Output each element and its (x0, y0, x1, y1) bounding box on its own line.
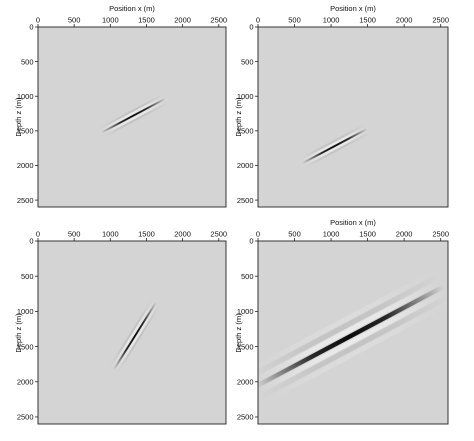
y-axis-title: Depth z (m) (234, 97, 243, 137)
x-axis-title: Position x (m) (330, 218, 376, 227)
y-tick-label: 500 (241, 272, 254, 281)
y-tick-label: 1500 (17, 127, 34, 136)
x-tick-label: 2500 (210, 16, 227, 25)
x-tick-label: 0 (256, 16, 260, 25)
y-tick-label: 500 (241, 57, 254, 66)
panel-bottom-right: Position x (m) Depth z (m) 0 500 1000 1500 2… (234, 218, 449, 425)
x-axis-title: Position x (m) (330, 4, 376, 13)
y-tick-label: 2000 (17, 377, 34, 386)
x-tick-label: 0 (36, 230, 40, 239)
x-tick-label: 2500 (210, 230, 227, 239)
x-tick-label: 1000 (102, 230, 119, 239)
event-sidelobe (108, 298, 153, 369)
x-tick-label: 1500 (359, 16, 376, 25)
x-tick-label: 1500 (138, 16, 155, 25)
plot-background (258, 27, 448, 207)
event-sidelobe (114, 302, 159, 372)
x-tick-label: 500 (68, 16, 81, 25)
plot-frame (37, 240, 227, 425)
x-tick-label: 2500 (432, 230, 449, 239)
plot-frame (37, 26, 227, 208)
event-sidelobe (300, 125, 367, 163)
x-axis-title: Position x (m) (109, 4, 155, 13)
event-sidelobe (258, 274, 440, 379)
event-sidelobe (99, 95, 166, 132)
y-tick-label: 1500 (17, 342, 34, 351)
plot-frame (257, 240, 449, 425)
event-sidelobe (261, 299, 448, 404)
y-tick-label: 2500 (17, 196, 34, 205)
x-tick-label: 1000 (102, 16, 119, 25)
y-tick-label: 2500 (237, 196, 254, 205)
x-tick-label: 2500 (432, 16, 449, 25)
x-tick-label: 500 (68, 230, 81, 239)
y-tick-label: 2000 (17, 161, 34, 170)
y-axis-title: Depth z (m) (14, 313, 23, 353)
x-tick-label: 1000 (323, 16, 340, 25)
y-tick-label: 2000 (237, 377, 254, 386)
event-sidelobe (101, 99, 168, 136)
x-tick-label: 0 (256, 230, 260, 239)
event-wavelet (100, 97, 167, 134)
event-sidelobe (258, 294, 448, 399)
x-tick-label: 500 (288, 16, 301, 25)
event-sidelobe (258, 289, 448, 394)
y-tick-label: 0 (249, 23, 253, 32)
panel-top-left: Position x (m) Depth z (m) 0 500 1000 1500 2… (14, 4, 227, 208)
x-tick-label: 1500 (138, 230, 155, 239)
x-tick-label: 2000 (174, 16, 191, 25)
y-tick-label: 0 (29, 237, 33, 246)
x-tick-label: 2000 (174, 230, 191, 239)
event-sidelobe (258, 279, 443, 384)
y-tick-label: 500 (21, 272, 34, 281)
x-tick-label: 2000 (396, 16, 413, 25)
y-tick-label: 2000 (237, 161, 254, 170)
event-sidelobe (302, 129, 370, 167)
x-tick-label: 2000 (396, 230, 413, 239)
event-sidelobe (258, 269, 438, 374)
plot-frame (257, 26, 449, 208)
y-tick-label: 2500 (17, 413, 34, 422)
y-tick-label: 1000 (237, 92, 254, 101)
panel-top-right: Position x (m) Depth z (m) 0 500 1000 1500 2… (234, 4, 449, 208)
x-tick-label: 500 (288, 230, 301, 239)
event-wavelet (258, 284, 446, 389)
plot-background (38, 241, 226, 424)
y-tick-label: 2500 (237, 413, 254, 422)
x-tick-label: 0 (36, 16, 40, 25)
y-tick-label: 500 (21, 57, 34, 66)
event-wavelet (112, 301, 157, 371)
y-tick-label: 0 (249, 237, 253, 246)
y-tick-label: 1500 (237, 342, 254, 351)
y-axis-title: Depth z (m) (14, 97, 23, 137)
y-tick-label: 1000 (237, 307, 254, 316)
event-sidelobe (299, 123, 366, 161)
y-tick-label: 1000 (17, 307, 34, 316)
event-sidelobe (98, 93, 165, 130)
event-sidelobe (303, 132, 371, 169)
event-wavelet (301, 128, 368, 165)
y-tick-label: 1500 (237, 127, 254, 136)
y-axis-title: Depth z (m) (234, 313, 243, 353)
event-sidelobe (116, 303, 161, 374)
x-tick-label: 1000 (323, 230, 340, 239)
event-sidelobe (102, 101, 169, 138)
x-tick-label: 1500 (359, 230, 376, 239)
y-tick-label: 0 (29, 23, 33, 32)
event-sidelobe (110, 300, 155, 370)
y-tick-label: 1000 (17, 92, 34, 101)
panel-bottom-left: Depth z (m) 0 500 1000 1500 2000 2500 0 500 1000… (14, 230, 227, 425)
